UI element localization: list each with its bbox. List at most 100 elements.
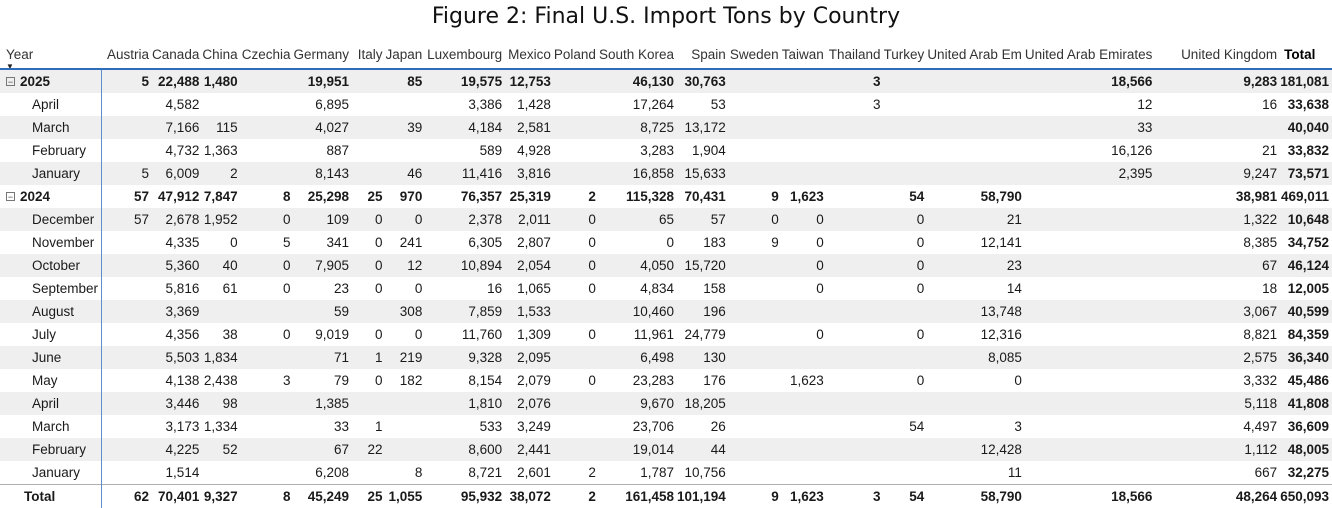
- cell-poland: [554, 438, 599, 461]
- cell-taiwan: [782, 162, 827, 185]
- cell-spain: 15,633: [677, 162, 729, 185]
- column-header-austria[interactable]: Austria: [102, 36, 153, 69]
- cell-taiwan: 0: [782, 323, 827, 346]
- cell-italy: 0: [352, 254, 385, 277]
- cell-thailand: [827, 254, 884, 277]
- cell-italy: 1: [352, 415, 385, 438]
- cell-sweden: 0: [729, 208, 782, 231]
- cell-taiwan: 1,623: [782, 485, 827, 508]
- cell-united-arab-em: 0: [927, 369, 1025, 392]
- cell-luxembourg: 76,357: [425, 185, 505, 208]
- cell-total: 33,638: [1280, 93, 1332, 116]
- cell-czechia: 0: [241, 208, 294, 231]
- column-header-czechia[interactable]: Czechia: [241, 36, 294, 69]
- cell-poland: [554, 93, 599, 116]
- cell-taiwan: [782, 139, 827, 162]
- cell-czechia: 0: [241, 323, 294, 346]
- cell-south-korea: 0: [599, 231, 677, 254]
- collapse-icon[interactable]: −: [6, 192, 15, 201]
- column-header-sweden[interactable]: Sweden: [729, 36, 782, 69]
- cell-total: 650,093: [1280, 485, 1332, 508]
- figure-title: Figure 2: Final U.S. Import Tons by Coun…: [0, 4, 1332, 29]
- cell-mexico: 2,807: [505, 231, 554, 254]
- row-label: April: [32, 97, 59, 112]
- cell-italy: [352, 392, 385, 415]
- cell-czechia: [241, 93, 294, 116]
- column-header-italy[interactable]: Italy: [352, 36, 385, 69]
- column-header-united-arab-em[interactable]: United Arab Em: [927, 36, 1025, 69]
- cell-canada: 3,369: [152, 300, 202, 323]
- cell-poland: [554, 392, 599, 415]
- collapse-icon[interactable]: −: [6, 77, 15, 86]
- year-header-label: Year: [6, 47, 33, 62]
- column-header-germany[interactable]: Germany: [294, 36, 353, 69]
- cell-japan: 85: [386, 69, 426, 93]
- cell-total: 34,752: [1280, 231, 1332, 254]
- cell-sweden: 9: [729, 231, 782, 254]
- cell-czechia: [241, 162, 294, 185]
- cell-south-korea: 1,787: [599, 461, 677, 485]
- sort-descending-icon[interactable]: ▼: [6, 63, 14, 69]
- column-header-thailand[interactable]: Thailand: [827, 36, 884, 69]
- column-header-united-arab-emirates[interactable]: United Arab Emirates: [1025, 36, 1156, 69]
- cell-mexico: 38,072: [505, 485, 554, 508]
- cell-canada: 2,678: [152, 208, 202, 231]
- cell-spain: 10,756: [677, 461, 729, 485]
- cell-germany: 71: [294, 346, 353, 369]
- cell-thailand: [827, 461, 884, 485]
- cell-austria: [102, 461, 153, 485]
- column-header-taiwan[interactable]: Taiwan: [782, 36, 827, 69]
- cell-united-arab-emirates: [1025, 300, 1156, 323]
- column-header-united-kingdom[interactable]: United Kingdom: [1155, 36, 1280, 69]
- cell-united-arab-emirates: [1025, 392, 1156, 415]
- cell-south-korea: 8,725: [599, 116, 677, 139]
- cell-czechia: 3: [241, 369, 294, 392]
- row-header: July: [0, 323, 102, 346]
- column-header-china[interactable]: China: [202, 36, 240, 69]
- column-header-turkey[interactable]: Turkey: [884, 36, 928, 69]
- column-header-canada[interactable]: Canada: [152, 36, 202, 69]
- column-header-mexico[interactable]: Mexico: [505, 36, 554, 69]
- column-header-spain[interactable]: Spain: [677, 36, 729, 69]
- cell-italy: 22: [352, 438, 385, 461]
- cell-united-kingdom: 8,821: [1155, 323, 1280, 346]
- row-label: January: [32, 166, 80, 181]
- row-header: −2025: [0, 69, 102, 93]
- cell-germany: 79: [294, 369, 353, 392]
- cell-total: 48,005: [1280, 438, 1332, 461]
- cell-south-korea: 115,328: [599, 185, 677, 208]
- column-header-total[interactable]: Total: [1280, 36, 1332, 69]
- cell-thailand: [827, 300, 884, 323]
- cell-spain: 53: [677, 93, 729, 116]
- cell-poland: [554, 415, 599, 438]
- cell-turkey: [884, 300, 928, 323]
- cell-austria: [102, 392, 153, 415]
- column-header-poland[interactable]: Poland: [554, 36, 599, 69]
- cell-united-arab-em: 3: [927, 415, 1025, 438]
- cell-luxembourg: 589: [425, 139, 505, 162]
- column-header-south-korea[interactable]: South Korea: [599, 36, 677, 69]
- cell-china: 0: [202, 231, 240, 254]
- cell-germany: 887: [294, 139, 353, 162]
- row-header: March: [0, 415, 102, 438]
- cell-total: 40,040: [1280, 116, 1332, 139]
- cell-mexico: 2,581: [505, 116, 554, 139]
- row-label: October: [32, 258, 80, 273]
- cell-china: 1,363: [202, 139, 240, 162]
- cell-united-arab-emirates: [1025, 369, 1156, 392]
- column-header-luxembourg[interactable]: Luxembourg: [425, 36, 505, 69]
- cell-luxembourg: 8,154: [425, 369, 505, 392]
- year-column-header[interactable]: Year▼: [0, 36, 102, 69]
- cell-united-kingdom: 9,283: [1155, 69, 1280, 93]
- cell-austria: [102, 231, 153, 254]
- cell-south-korea: 4,834: [599, 277, 677, 300]
- cell-austria: [102, 93, 153, 116]
- column-header-japan[interactable]: Japan: [386, 36, 426, 69]
- cell-taiwan: 1,623: [782, 185, 827, 208]
- cell-sweden: [729, 300, 782, 323]
- cell-canada: 7,166: [152, 116, 202, 139]
- cell-united-kingdom: 67: [1155, 254, 1280, 277]
